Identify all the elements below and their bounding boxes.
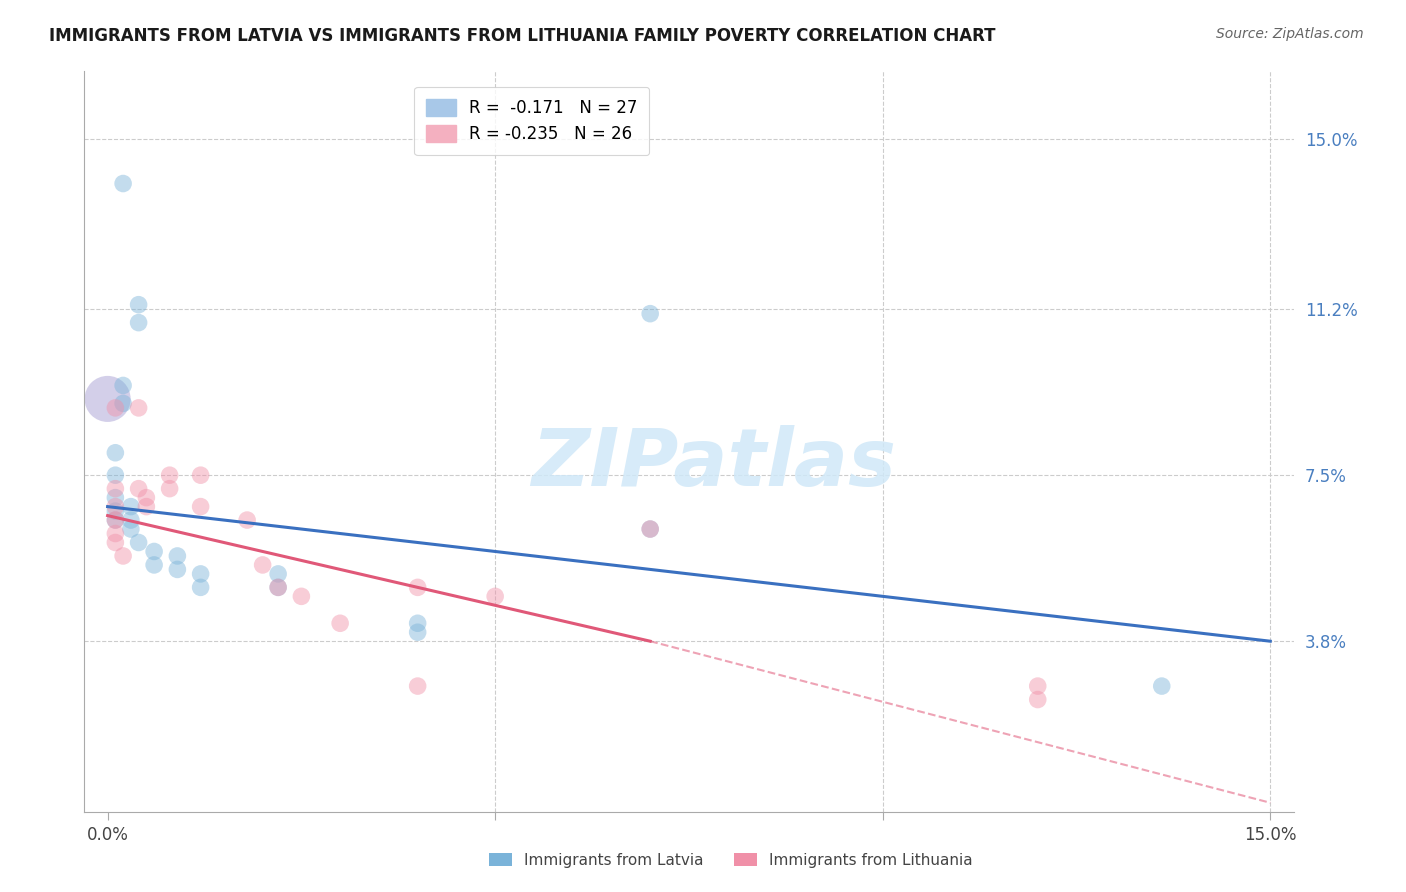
- Point: [166, 549, 188, 563]
- Point: [112, 378, 135, 392]
- Point: [236, 513, 259, 527]
- Point: [104, 504, 127, 518]
- Point: [406, 616, 429, 631]
- Point: [143, 558, 166, 572]
- Point: [1150, 679, 1173, 693]
- Point: [267, 580, 290, 594]
- Legend: R =  -0.171   N = 27, R = -0.235   N = 26: R = -0.171 N = 27, R = -0.235 N = 26: [415, 87, 650, 155]
- Point: [112, 396, 135, 410]
- Point: [190, 566, 212, 581]
- Point: [112, 177, 135, 191]
- Point: [97, 392, 120, 406]
- Point: [128, 298, 150, 312]
- Point: [190, 580, 212, 594]
- Point: [120, 522, 142, 536]
- Point: [406, 625, 429, 640]
- Point: [135, 491, 157, 505]
- Point: [112, 549, 135, 563]
- Point: [135, 500, 157, 514]
- Point: [638, 522, 661, 536]
- Point: [190, 500, 212, 514]
- Legend: Immigrants from Latvia, Immigrants from Lithuania: Immigrants from Latvia, Immigrants from …: [481, 845, 981, 875]
- Point: [128, 316, 150, 330]
- Point: [128, 535, 150, 549]
- Point: [104, 446, 127, 460]
- Point: [267, 566, 290, 581]
- Point: [329, 616, 352, 631]
- Point: [159, 468, 181, 483]
- Point: [128, 482, 150, 496]
- Point: [104, 401, 127, 415]
- Point: [120, 500, 142, 514]
- Point: [267, 580, 290, 594]
- Point: [1026, 679, 1049, 693]
- Point: [104, 535, 127, 549]
- Point: [484, 590, 506, 604]
- Point: [406, 679, 429, 693]
- Point: [143, 544, 166, 558]
- Text: IMMIGRANTS FROM LATVIA VS IMMIGRANTS FROM LITHUANIA FAMILY POVERTY CORRELATION C: IMMIGRANTS FROM LATVIA VS IMMIGRANTS FRO…: [49, 27, 995, 45]
- Point: [104, 526, 127, 541]
- Point: [104, 468, 127, 483]
- Point: [128, 401, 150, 415]
- Point: [1026, 692, 1049, 706]
- Point: [252, 558, 274, 572]
- Text: Source: ZipAtlas.com: Source: ZipAtlas.com: [1216, 27, 1364, 41]
- Point: [120, 513, 142, 527]
- Point: [638, 307, 661, 321]
- Point: [104, 482, 127, 496]
- Point: [104, 491, 127, 505]
- Point: [406, 580, 429, 594]
- Point: [104, 513, 127, 527]
- Point: [159, 482, 181, 496]
- Point: [166, 562, 188, 576]
- Point: [104, 513, 127, 527]
- Point: [290, 590, 312, 604]
- Point: [638, 522, 661, 536]
- Point: [190, 468, 212, 483]
- Text: ZIPatlas: ZIPatlas: [530, 425, 896, 503]
- Point: [104, 500, 127, 514]
